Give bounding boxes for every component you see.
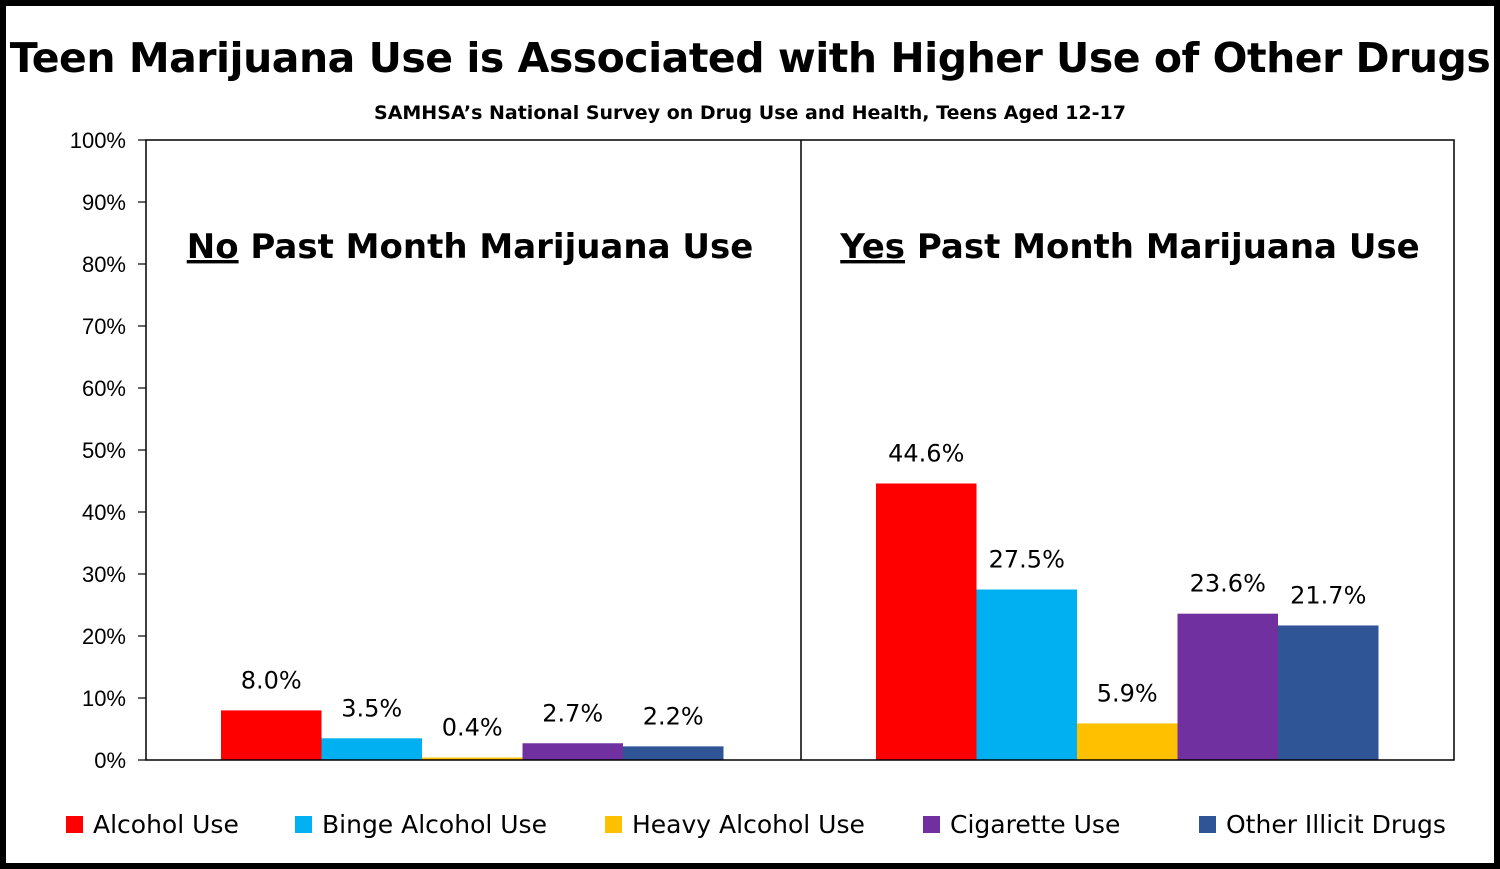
legend-item: Heavy Alcohol Use bbox=[605, 806, 865, 842]
legend-swatch bbox=[605, 815, 622, 833]
plot-area-border bbox=[145, 139, 1455, 761]
legend-label: Cigarette Use bbox=[950, 809, 1121, 839]
y-tick-label: 30% bbox=[82, 562, 126, 587]
data-label: 23.6% bbox=[1190, 570, 1266, 598]
y-tick-label: 100% bbox=[70, 128, 126, 153]
legend-label: Binge Alcohol Use bbox=[322, 809, 547, 839]
data-label: 5.9% bbox=[1097, 679, 1158, 707]
legend-item: Cigarette Use bbox=[923, 806, 1120, 842]
legend-label: Alcohol Use bbox=[93, 809, 239, 839]
bar-no-alcohol-use bbox=[221, 710, 322, 760]
bar-no-other-illicit-drugs bbox=[623, 746, 724, 760]
y-tick-label: 60% bbox=[82, 376, 126, 401]
bar-chart: 0% 10% 20% 30% 40% 50% 60% 70% 80% 90% 100% 8.0% 3.5… bbox=[70, 128, 1455, 773]
data-label: 44.6% bbox=[888, 439, 964, 467]
data-label: 0.4% bbox=[442, 714, 503, 742]
y-tick-label: 20% bbox=[82, 624, 126, 649]
panel-title-emphasis: No bbox=[187, 227, 239, 267]
y-tick-label: 70% bbox=[82, 314, 126, 339]
legend-item: Other Illicit Drugs bbox=[1199, 806, 1446, 842]
legend-swatch bbox=[295, 815, 312, 833]
legend-item: Alcohol Use bbox=[66, 806, 239, 842]
legend-label: Other Illicit Drugs bbox=[1226, 809, 1446, 839]
bar-yes-binge-alcohol-use bbox=[976, 589, 1077, 760]
y-tick-label: 50% bbox=[82, 438, 126, 463]
data-label: 3.5% bbox=[341, 694, 402, 722]
bar-no-heavy-alcohol-use bbox=[422, 757, 523, 760]
data-label: 8.0% bbox=[241, 666, 302, 694]
legend-swatch bbox=[923, 815, 940, 833]
chart-subtitle: SAMHSA’s National Survey on Drug Use and… bbox=[374, 102, 1126, 124]
panel-title-yes: Yes Past Month Marijuana Use bbox=[839, 227, 1420, 267]
y-tick-label: 40% bbox=[82, 500, 126, 525]
panel-title-no: No Past Month Marijuana Use bbox=[187, 227, 754, 267]
panel-title-rest: Past Month Marijuana Use bbox=[905, 227, 1420, 267]
bar-yes-heavy-alcohol-use bbox=[1077, 723, 1178, 760]
data-label: 27.5% bbox=[989, 546, 1065, 574]
data-label: 21.7% bbox=[1290, 581, 1366, 609]
y-tick-label: 90% bbox=[82, 190, 126, 215]
legend-item: Binge Alcohol Use bbox=[295, 806, 547, 842]
legend-swatch bbox=[1199, 815, 1216, 833]
data-label: 2.2% bbox=[643, 702, 704, 730]
panel-title-rest: Past Month Marijuana Use bbox=[239, 227, 754, 267]
legend-swatch bbox=[66, 815, 83, 833]
chart-title: Teen Marijuana Use is Associated with Hi… bbox=[9, 34, 1491, 82]
chart-frame: Teen Marijuana Use is Associated with Hi… bbox=[6, 6, 1494, 863]
data-label: 2.7% bbox=[542, 699, 603, 727]
y-tick-label: 10% bbox=[82, 686, 126, 711]
bar-no-binge-alcohol-use bbox=[321, 738, 422, 760]
y-tick-label: 0% bbox=[94, 748, 126, 773]
y-tick-label: 80% bbox=[82, 252, 126, 277]
bar-yes-cigarette-use bbox=[1177, 613, 1278, 760]
legend-label: Heavy Alcohol Use bbox=[632, 809, 865, 839]
bar-yes-alcohol-use bbox=[876, 483, 977, 760]
bar-yes-other-illicit-drugs bbox=[1278, 625, 1379, 760]
panel-title-emphasis: Yes bbox=[839, 227, 905, 267]
bar-no-cigarette-use bbox=[522, 743, 623, 760]
